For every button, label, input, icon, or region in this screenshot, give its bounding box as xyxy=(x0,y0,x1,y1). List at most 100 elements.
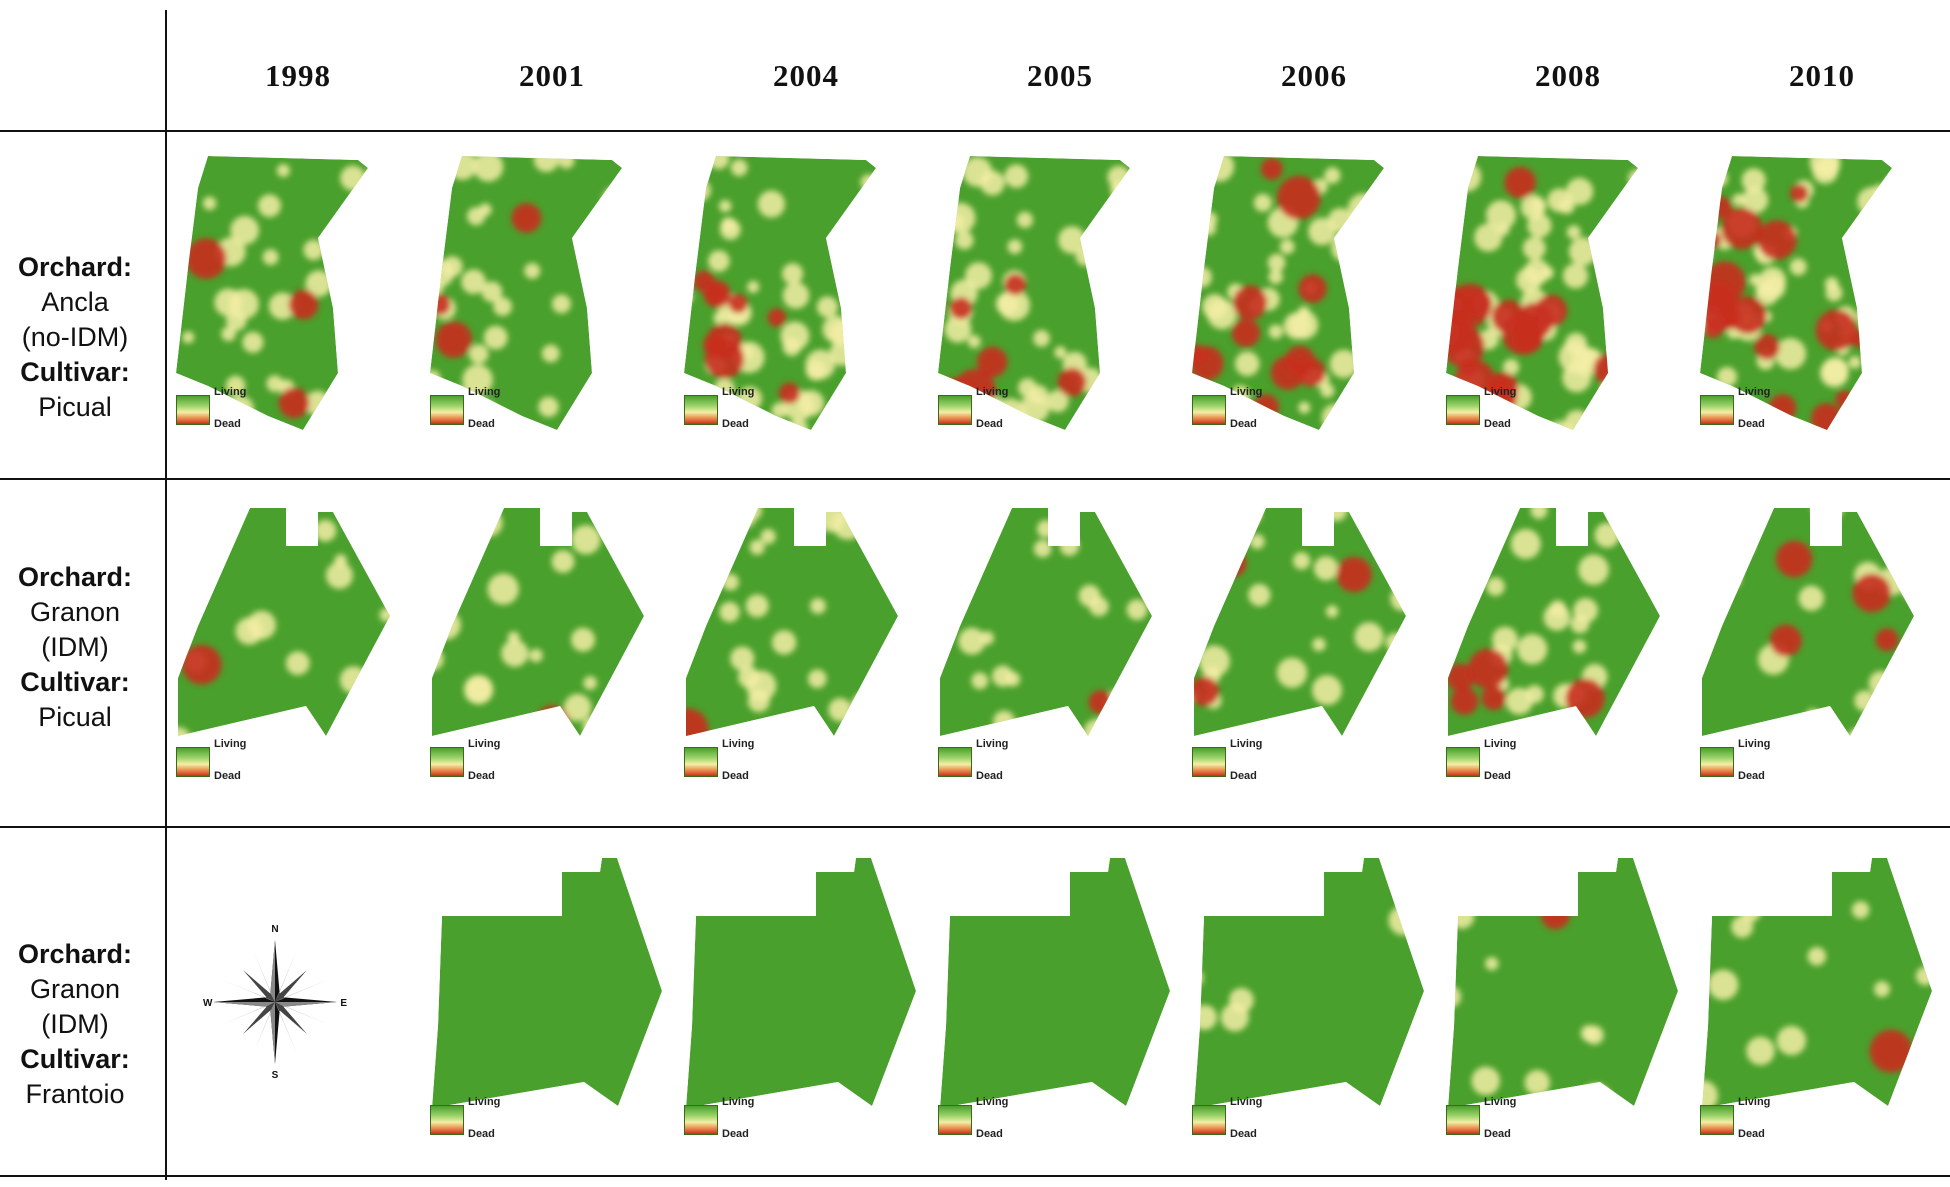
compass-south-label: S xyxy=(272,1070,279,1080)
decline-spot xyxy=(760,528,776,545)
decline-spot xyxy=(938,196,953,215)
dead-tree-zone xyxy=(1468,648,1509,689)
decline-spot xyxy=(1383,398,1384,416)
dead-tree-zone xyxy=(1609,316,1630,337)
legend-dead-label: Dead xyxy=(722,418,749,430)
decline-spot xyxy=(1475,514,1495,534)
decline-spot xyxy=(869,174,876,187)
dead-tree-zone xyxy=(1481,685,1507,711)
decline-spot xyxy=(1884,175,1892,199)
decline-spot xyxy=(980,170,1005,196)
decline-spot xyxy=(483,325,508,350)
dead-tree-zone xyxy=(1049,757,1075,783)
compass-west-label: W xyxy=(203,998,213,1009)
decline-spot xyxy=(747,280,760,293)
legend-color-ramp xyxy=(938,1105,972,1135)
decline-spot xyxy=(1857,187,1886,216)
decline-spot xyxy=(1308,730,1340,736)
orchard-map-row1-2006 xyxy=(1184,148,1434,448)
decline-spot xyxy=(720,217,737,233)
decline-spot xyxy=(1741,168,1766,193)
decline-spot xyxy=(938,201,955,231)
decline-spot xyxy=(1527,213,1552,238)
orchard-parcel xyxy=(1448,858,1678,1108)
year-header-2005: 2005 xyxy=(1027,58,1093,93)
decline-spot xyxy=(1796,748,1809,761)
decline-spot xyxy=(1102,414,1118,430)
dead-tree-zone xyxy=(1450,687,1479,715)
decline-spot xyxy=(1749,273,1762,287)
decline-spot xyxy=(940,538,961,565)
orchard-parcel xyxy=(686,858,916,1108)
year-header-2010: 2010 xyxy=(1789,58,1855,93)
decline-spot xyxy=(176,169,189,190)
decline-spot xyxy=(1312,675,1342,706)
decline-spot xyxy=(1893,551,1910,568)
decline-spot xyxy=(868,370,876,399)
decline-spot xyxy=(1268,324,1283,339)
decline-spot xyxy=(1547,188,1572,213)
legend-color-ramp xyxy=(430,1105,464,1135)
decline-spot xyxy=(1120,397,1130,427)
legend-color-ramp xyxy=(1192,395,1226,425)
decline-spot xyxy=(1336,766,1359,789)
dead-tree-zone xyxy=(1875,628,1899,652)
decline-spot xyxy=(1658,321,1689,352)
decline-spot xyxy=(1717,566,1742,590)
decline-spot xyxy=(1873,226,1892,250)
decline-spot xyxy=(743,508,762,520)
dead-tree-zone xyxy=(185,238,227,279)
legend-color-ramp xyxy=(1700,395,1734,425)
legend-color-ramp xyxy=(1700,747,1734,777)
decline-spot xyxy=(1036,520,1055,538)
decline-spot xyxy=(1891,680,1914,703)
decline-spot xyxy=(1702,581,1713,599)
dead-tree-zone xyxy=(1219,550,1247,577)
decline-spot xyxy=(1313,556,1339,581)
legend-living-label: Living xyxy=(468,386,501,398)
decline-spot xyxy=(602,186,622,212)
decline-spot xyxy=(967,334,981,349)
decline-spot xyxy=(1915,966,1932,986)
row2-divider xyxy=(0,826,1950,828)
decline-spot xyxy=(820,429,835,430)
decline-spot xyxy=(1154,528,1185,559)
decline-spot xyxy=(493,297,512,316)
decline-spot xyxy=(1075,247,1095,266)
decline-spot xyxy=(738,666,760,688)
dead-tree-zone xyxy=(1260,158,1283,180)
decline-spot xyxy=(432,647,444,671)
dead-tree-zone xyxy=(511,203,542,233)
dead-tree-zone xyxy=(1231,318,1261,348)
orchard-map-row1-1998 xyxy=(168,148,418,448)
legend-dead-label: Dead xyxy=(976,1128,1003,1140)
year-header-2008: 2008 xyxy=(1535,58,1601,93)
dead-tree-zone xyxy=(1232,285,1268,320)
bottom-border xyxy=(0,1175,1950,1177)
legend-row1-1998: Living Dead xyxy=(176,386,266,432)
row1-divider xyxy=(0,478,1950,480)
decline-spot xyxy=(262,249,279,266)
decline-spot xyxy=(1448,985,1461,1008)
decline-spot xyxy=(558,156,575,169)
decline-spot xyxy=(1904,385,1925,406)
decline-spot xyxy=(731,508,751,521)
decline-spot xyxy=(805,349,836,380)
legend-dead-label: Dead xyxy=(722,770,749,782)
map-canvas xyxy=(432,858,662,1108)
row-label-granon-picual: Orchard: Granon (IDM) Cultivar: Picual xyxy=(0,560,150,735)
dead-tree-zone xyxy=(686,609,701,633)
year-header-2001: 2001 xyxy=(519,58,585,93)
dead-tree-zone xyxy=(288,289,319,320)
orchard-map-row2-2006 xyxy=(1184,496,1434,796)
decline-spot xyxy=(230,215,260,245)
dead-tree-zone xyxy=(778,382,800,404)
decline-spot xyxy=(1033,330,1050,347)
row-label-granon-frantoio: Orchard: Granon (IDM) Cultivar: Frantoio xyxy=(0,937,150,1112)
legend-dead-label: Dead xyxy=(976,418,1003,430)
decline-spot xyxy=(1390,586,1406,611)
decline-spot xyxy=(1486,577,1505,596)
decline-spot xyxy=(1373,368,1384,396)
decline-spot xyxy=(944,315,972,343)
